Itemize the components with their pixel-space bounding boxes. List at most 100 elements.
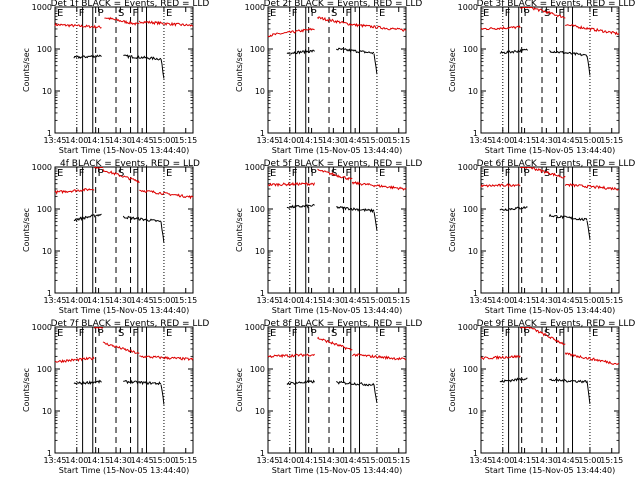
- x-tick-label: 14:00: [65, 456, 88, 465]
- events-series-line: [499, 205, 528, 211]
- y-tick-label: 1: [473, 449, 478, 458]
- events-series-line: [73, 54, 102, 60]
- events-series-line: [286, 203, 315, 209]
- x-tick-label: 14:15: [300, 296, 323, 305]
- y-tick-label: 1: [473, 129, 478, 138]
- chart-panel: Det 2f BLACK = Events, RED = LLD 1 10 100 10…: [235, 0, 422, 155]
- x-tick-label: 14:15: [300, 136, 323, 145]
- x-tick-label: 14:45: [131, 456, 154, 465]
- marker-label: P: [311, 168, 317, 179]
- marker-label: S: [544, 168, 550, 179]
- chart-title: Det 1f BLACK = Events, RED = LLD: [51, 0, 210, 9]
- x-tick-label: 13:45: [469, 456, 492, 465]
- y-axis-label: Counts/sec: [22, 48, 31, 92]
- x-tick-label: 15:00: [578, 456, 601, 465]
- y-tick-label: 1000: [458, 163, 478, 172]
- y-tick-label: 1: [47, 449, 52, 458]
- y-tick-label: 100: [37, 45, 52, 54]
- chart-title: Det 2f BLACK = Events, RED = LLD: [264, 0, 423, 9]
- events-series-line: [586, 380, 591, 404]
- y-axis-label: Counts/sec: [22, 368, 31, 412]
- marker-label: F: [559, 8, 565, 19]
- marker-label: E: [483, 8, 489, 19]
- lld-series-line: [267, 353, 315, 359]
- lld-series-line: [480, 354, 521, 361]
- x-axis-label: Start Time (15-Nov-05 13:44:40): [485, 466, 615, 475]
- x-tick-label: 13:45: [43, 296, 66, 305]
- x-tick-label: 13:45: [43, 136, 66, 145]
- marker-label: F: [133, 8, 139, 19]
- lld-series-line: [102, 341, 140, 354]
- plot-frame: [54, 6, 194, 134]
- chart-panel: Det 5f BLACK = Events, RED = LLD 1 10 100 10…: [235, 159, 422, 315]
- marker-label: S: [118, 168, 124, 179]
- x-tick-label: 14:30: [535, 296, 558, 305]
- events-series-line: [160, 221, 165, 244]
- y-tick-label: 1000: [245, 3, 265, 12]
- events-series-line: [123, 54, 162, 61]
- x-tick-label: 14:30: [109, 296, 132, 305]
- lld-series-line: [564, 24, 620, 36]
- x-tick-label: 15:00: [365, 136, 388, 145]
- chart-title: 4f BLACK = Events, RED = LLD: [60, 159, 200, 169]
- x-tick-label: 15:00: [365, 456, 388, 465]
- y-tick-label: 10: [255, 247, 265, 256]
- x-tick-label: 15:15: [174, 456, 197, 465]
- x-tick-label: 14:45: [131, 296, 154, 305]
- marker-label: F: [79, 168, 85, 179]
- lld-series-line: [94, 166, 103, 169]
- lld-series-line: [564, 352, 620, 365]
- marker-label: E: [166, 8, 172, 19]
- marker-label: E: [379, 8, 385, 19]
- x-tick-label: 15:15: [387, 456, 410, 465]
- plot-frame: [480, 166, 620, 294]
- x-tick-label: 13:45: [469, 136, 492, 145]
- chart-panel: Det 3f BLACK = Events, RED = LLD 1 10 100 10…: [448, 0, 635, 155]
- plot-frame: [480, 6, 620, 134]
- events-series-line: [286, 49, 315, 55]
- events-series-line: [499, 48, 528, 55]
- x-axis-label: Start Time (15-Nov-05 13:44:40): [485, 146, 615, 155]
- y-tick-label: 1000: [245, 323, 265, 332]
- y-tick-label: 1000: [245, 163, 265, 172]
- chart-panel: Det 6f BLACK = Events, RED = LLD 1 10 100 10…: [448, 159, 635, 315]
- y-tick-label: 100: [250, 365, 265, 374]
- y-tick-label: 10: [468, 407, 478, 416]
- marker-label: S: [331, 328, 337, 339]
- chart-panel: Det 9f BLACK = Events, RED = LLD 1 10 100 10…: [448, 319, 635, 475]
- events-series-line: [123, 379, 162, 386]
- x-axis-label: Start Time (15-Nov-05 13:44:40): [59, 466, 189, 475]
- x-tick-label: 14:15: [513, 136, 536, 145]
- marker-label: F: [133, 328, 139, 339]
- lld-series-line: [480, 183, 521, 188]
- marker-label: P: [524, 328, 530, 339]
- plot-frame: [54, 166, 194, 294]
- plot-frame: [54, 326, 194, 454]
- marker-label: F: [505, 328, 511, 339]
- marker-label: E: [57, 168, 63, 179]
- chart-title: Det 5f BLACK = Events, RED = LLD: [264, 159, 423, 169]
- x-tick-label: 14:30: [322, 296, 345, 305]
- lld-series-line: [267, 27, 315, 38]
- plot-frame: [480, 326, 620, 454]
- x-tick-label: 14:45: [557, 456, 580, 465]
- events-series-line: [549, 50, 588, 58]
- marker-label: P: [98, 328, 104, 339]
- marker-label: E: [483, 328, 489, 339]
- x-axis-label: Start Time (15-Nov-05 13:44:40): [485, 306, 615, 315]
- marker-label: E: [592, 8, 598, 19]
- lld-series-line: [93, 326, 104, 329]
- marker-label: P: [311, 328, 317, 339]
- x-tick-label: 14:45: [557, 296, 580, 305]
- lld-series-line: [54, 22, 102, 29]
- marker-label: F: [346, 168, 352, 179]
- events-series-line: [122, 215, 162, 223]
- x-tick-label: 15:15: [600, 296, 623, 305]
- x-axis-label: Start Time (15-Nov-05 13:44:40): [272, 306, 402, 315]
- y-tick-label: 100: [250, 45, 265, 54]
- chart-title: Det 9f BLACK = Events, RED = LLD: [477, 319, 636, 329]
- y-tick-label: 100: [37, 205, 52, 214]
- chart-title: Det 7f BLACK = Events, RED = LLD: [51, 319, 210, 329]
- events-series-line: [549, 378, 588, 384]
- x-tick-label: 14:30: [322, 136, 345, 145]
